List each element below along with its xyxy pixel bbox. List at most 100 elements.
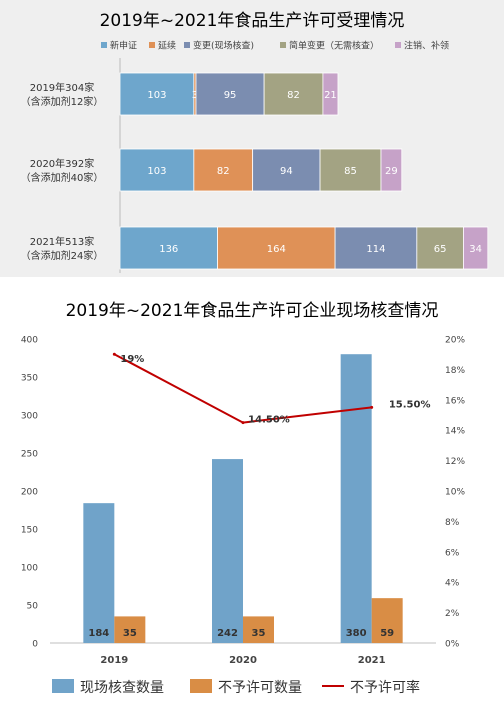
y2-tick-label: 6% [445, 548, 460, 558]
data-label: 114 [366, 244, 385, 255]
bar-segment [463, 226, 489, 270]
y2-tick-label: 4% [445, 579, 460, 589]
bar [243, 616, 274, 643]
rate-point [241, 421, 245, 425]
y-tick-label: 350 [21, 374, 38, 384]
y-tick-label: 200 [21, 488, 38, 498]
chart-2-title: 2019年~2021年食品生产许可企业现场核查情况 [66, 301, 439, 321]
data-label: 136 [159, 244, 178, 255]
bar [83, 503, 115, 643]
data-label: 21 [324, 90, 337, 101]
legend-swatch [280, 42, 286, 48]
legend-label: 延续 [158, 40, 176, 52]
rate-point [112, 352, 116, 356]
y-tick-label: 0 [32, 640, 38, 650]
bar [340, 354, 372, 643]
x-tick-label: 2020 [229, 655, 257, 666]
category-label: （含添加剂12家） [21, 95, 104, 108]
bar [212, 459, 243, 643]
rate-label: 19% [120, 354, 144, 365]
y-tick-label: 150 [21, 526, 38, 536]
chart-1: 2019年~2021年食品生产许可受理情况 新申证 延续 变更(现场核查) 简单变更（… [0, 0, 504, 277]
y2-tick-label: 12% [445, 457, 465, 467]
category-label: 2020年392家 [30, 157, 95, 170]
legend-swatch [190, 679, 212, 693]
y2-tick-label: 0% [445, 640, 460, 650]
legend-swatch [149, 42, 155, 48]
y-tick-label: 50 [27, 602, 39, 612]
y2-tick-label: 16% [445, 396, 465, 406]
bar-segment [319, 148, 382, 192]
data-label: 29 [385, 166, 398, 177]
bar [114, 616, 146, 643]
rate-point [370, 405, 374, 409]
category-label: 2021年513家 [30, 235, 95, 248]
data-label: 95 [224, 90, 237, 101]
category-label: （含添加剂24家） [21, 249, 104, 262]
bar-segment [416, 226, 464, 270]
legend-label: 现场核查数量 [80, 680, 164, 696]
y2-tick-label: 10% [445, 488, 465, 498]
rate-label: 15.50% [389, 399, 431, 410]
data-label: 82 [287, 90, 300, 101]
data-label: 94 [280, 166, 293, 177]
x-tick-label: 2021 [358, 655, 386, 666]
chart-1-legend: 新申证 延续 变更(现场核查) 简单变更（无需核查） 注销、补领 [101, 40, 449, 52]
chart-2-bars: 184 35 242 35 380 59 [83, 354, 403, 643]
legend-label: 新申证 [110, 40, 137, 52]
legend-label: 不予许可数量 [218, 680, 302, 696]
data-label: 164 [267, 244, 286, 255]
chart-2-y2-axis: 0% 2% 4% 6% 8% 10% 12% 14% 16% 18% 20% [445, 336, 465, 650]
legend-swatch [52, 679, 74, 693]
legend-swatch [395, 42, 401, 48]
y-tick-label: 250 [21, 450, 38, 460]
data-label: 184 [88, 628, 109, 639]
chart-2-background [0, 283, 504, 709]
legend-label: 简单变更（无需核查） [289, 40, 379, 52]
bar [371, 598, 403, 643]
data-label: 85 [344, 166, 357, 177]
bar-segment [334, 226, 418, 270]
data-label: 35 [252, 628, 266, 639]
bar-segment [193, 148, 254, 192]
data-label: 34 [469, 244, 482, 255]
data-label: 35 [123, 628, 137, 639]
y-tick-label: 400 [21, 336, 38, 346]
x-tick-label: 2019 [100, 655, 128, 666]
y2-tick-label: 20% [445, 336, 465, 346]
y2-tick-label: 8% [445, 518, 460, 528]
category-label: （含添加剂40家） [21, 171, 104, 184]
legend-swatch [101, 42, 107, 48]
chart-1-title: 2019年~2021年食品生产许可受理情况 [100, 11, 405, 31]
bar-segment [119, 72, 195, 116]
legend-label: 注销、补领 [404, 40, 449, 52]
data-label: 242 [217, 628, 238, 639]
chart-2-legend: 现场核查数量 不予许可数量 不予许可率 [52, 679, 420, 696]
y2-tick-label: 14% [445, 427, 465, 437]
y2-tick-label: 2% [445, 609, 460, 619]
data-label: 103 [147, 90, 166, 101]
data-label: 65 [434, 244, 447, 255]
data-label: 82 [217, 166, 230, 177]
legend-label: 变更(现场核查) [193, 40, 254, 52]
data-label: 59 [380, 628, 394, 639]
category-label: 2019年304家 [30, 81, 95, 94]
data-label: 380 [346, 628, 367, 639]
bar-segment [119, 226, 218, 270]
bar-segment [217, 226, 336, 270]
data-label: 103 [147, 166, 166, 177]
chart-2: 2019年~2021年食品生产许可企业现场核查情况 0 50 100 150 200 25… [0, 283, 504, 709]
rate-label: 14.50% [248, 415, 290, 426]
legend-swatch [184, 42, 190, 48]
bar-segment [195, 72, 265, 116]
chart-2-x-axis: 2019 2020 2021 [100, 655, 385, 666]
bar-segment [322, 72, 339, 116]
y2-tick-label: 18% [445, 366, 465, 376]
data-label: 3 [192, 90, 198, 101]
bar-segment [380, 148, 403, 192]
y-tick-label: 100 [21, 564, 38, 574]
chart-2-rate-line: 19% 14.50% 15.50% [112, 352, 431, 426]
legend-label: 不予许可率 [350, 679, 420, 696]
